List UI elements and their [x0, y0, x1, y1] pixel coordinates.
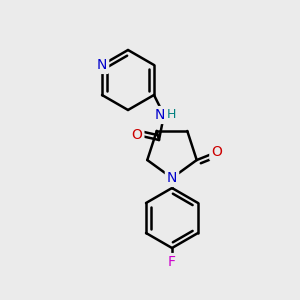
Text: F: F — [168, 255, 176, 269]
Text: O: O — [211, 145, 222, 159]
Text: N: N — [97, 58, 107, 72]
Text: O: O — [131, 128, 142, 142]
Text: N: N — [155, 108, 165, 122]
Text: H: H — [166, 109, 176, 122]
Text: N: N — [167, 171, 177, 185]
